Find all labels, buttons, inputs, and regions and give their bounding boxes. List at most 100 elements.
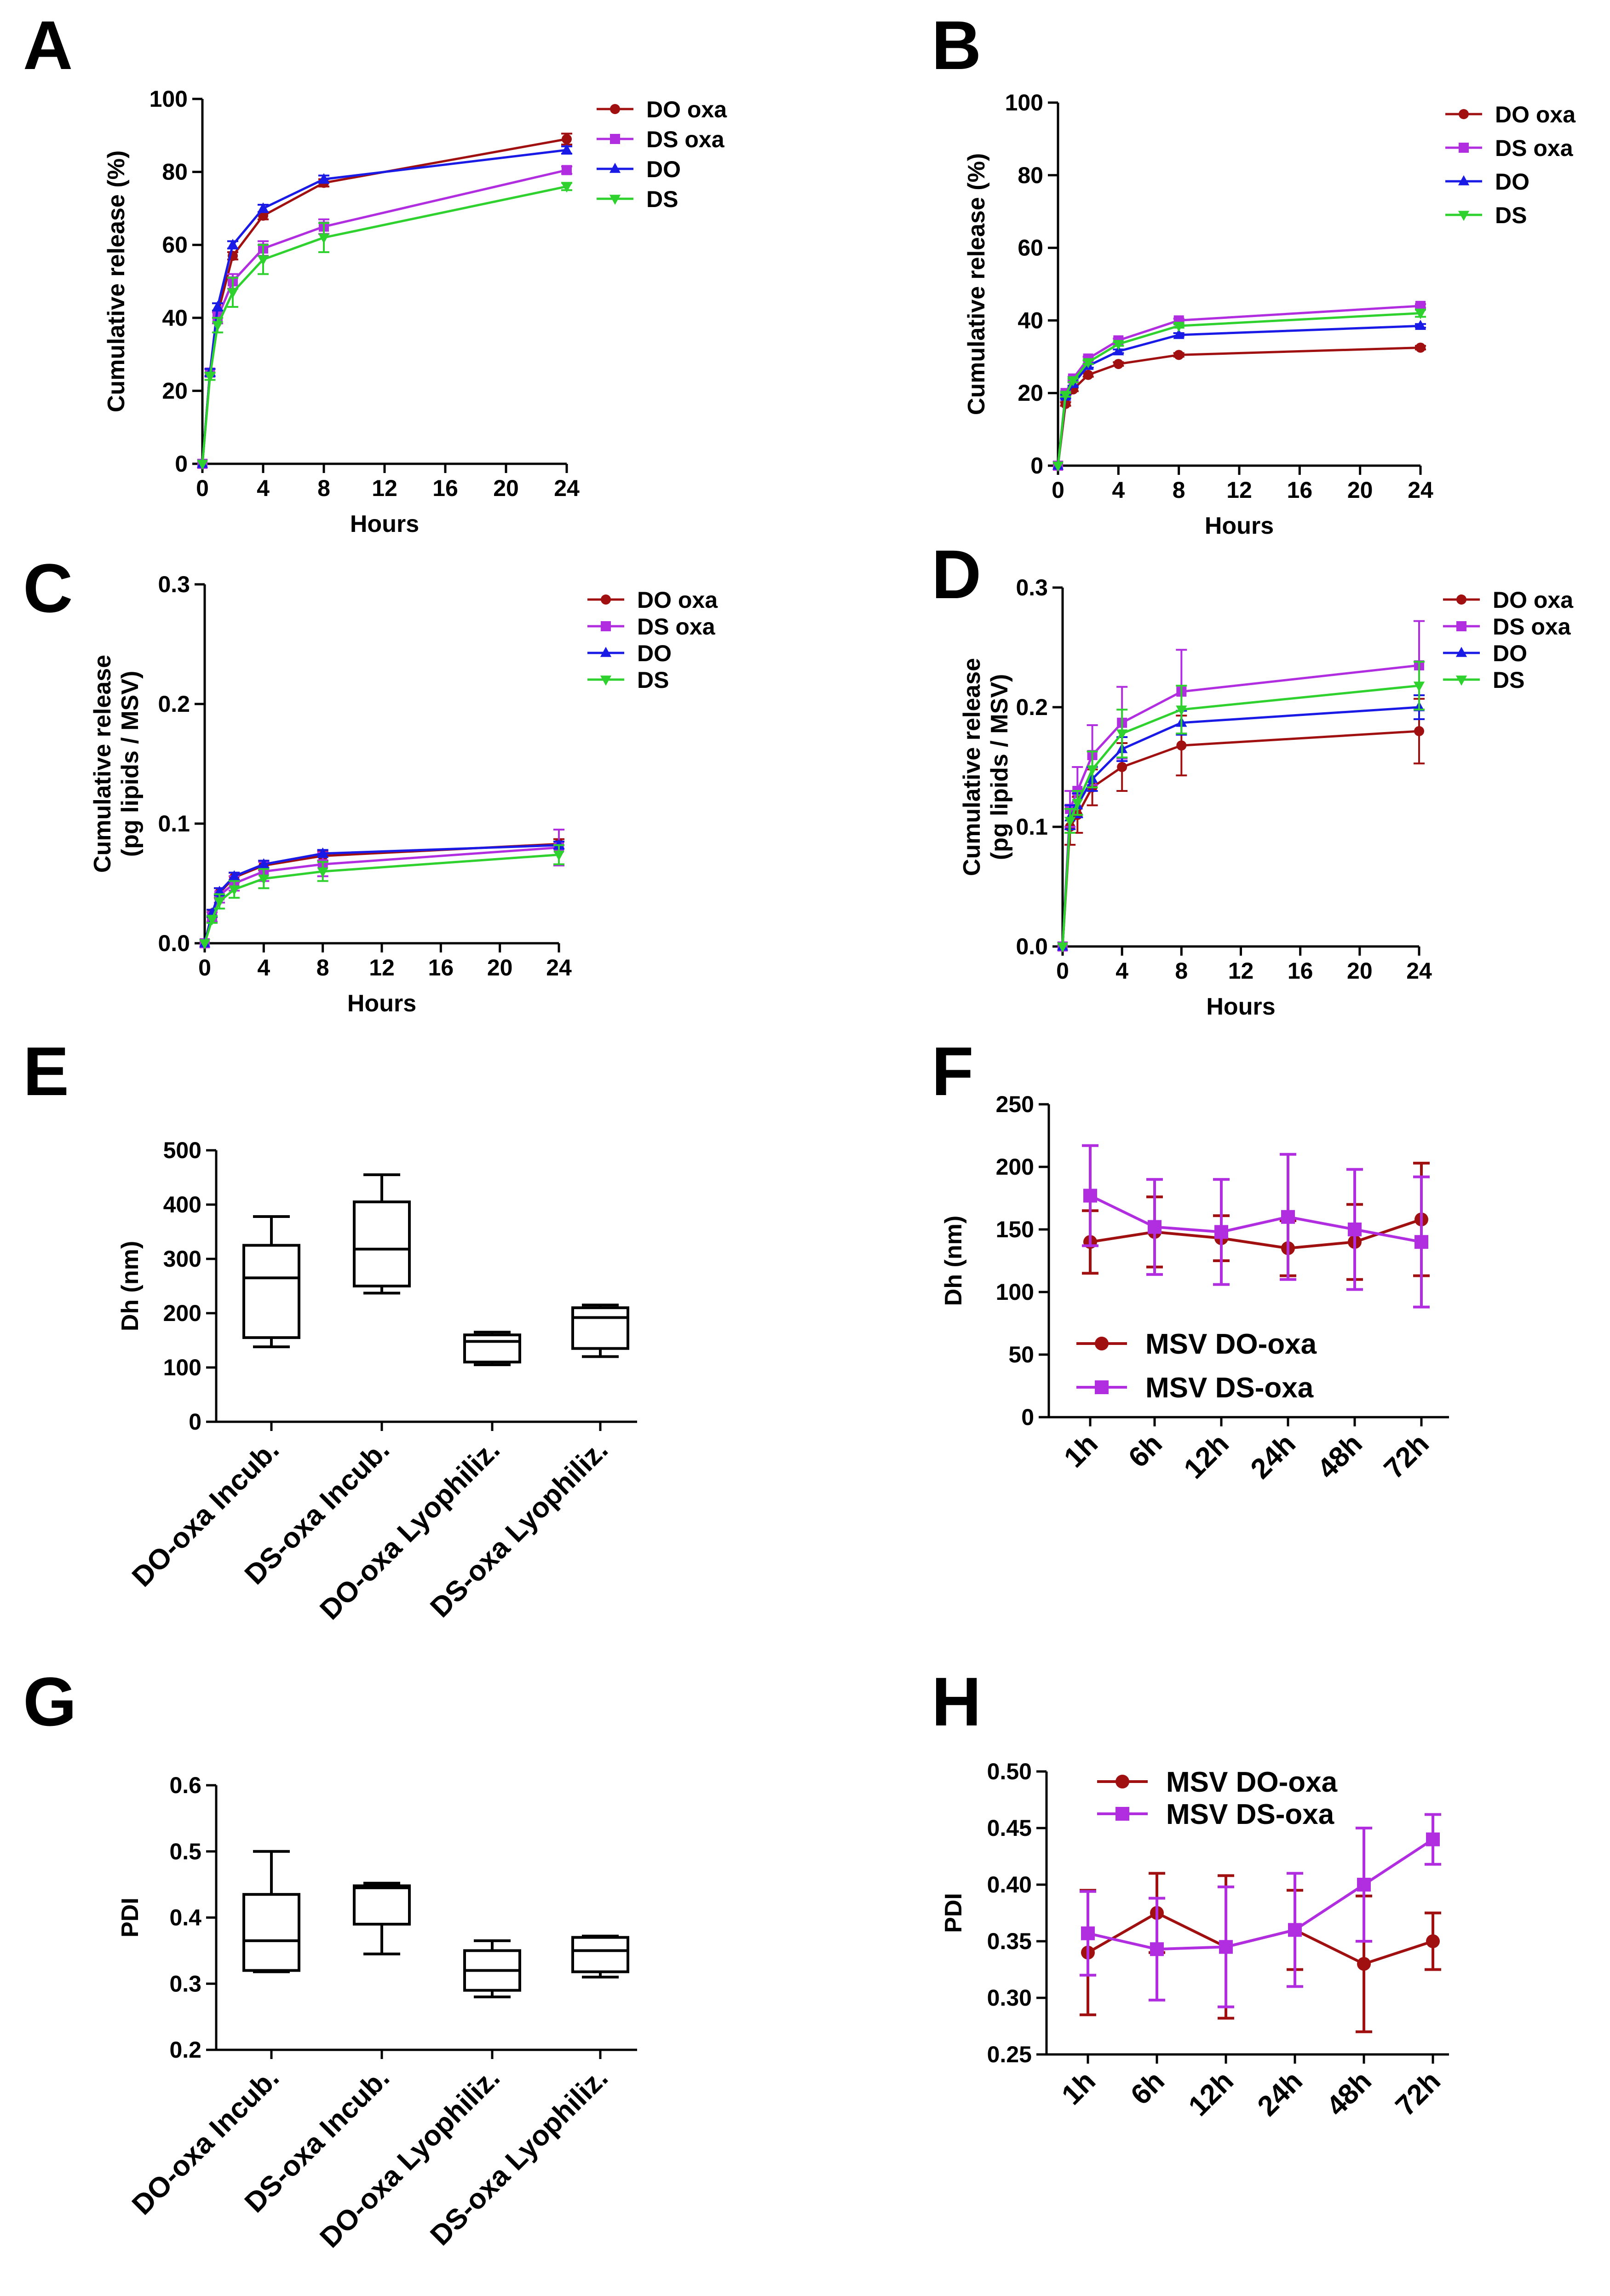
data-point xyxy=(212,300,224,311)
legend-item: DO oxa xyxy=(597,97,727,122)
legend-label: DS oxa xyxy=(1495,135,1574,161)
x-tick-label: 24h xyxy=(1245,1428,1302,1485)
data-point xyxy=(1116,729,1128,740)
data-point xyxy=(213,897,225,908)
data-point xyxy=(1414,726,1424,736)
data-point xyxy=(1219,1940,1233,1954)
x-tick-label: 12h xyxy=(1183,2065,1240,2122)
data-point xyxy=(1426,1832,1440,1846)
y-tick-label: 0.5 xyxy=(169,1839,201,1864)
data-point xyxy=(1083,369,1093,380)
x-tick-label: 48h xyxy=(1321,2065,1378,2122)
legend-label: DS oxa xyxy=(1493,614,1571,640)
x-tick-label: 24 xyxy=(546,955,572,981)
panel-letter: H xyxy=(932,1663,981,1740)
x-tick-label: 12 xyxy=(369,955,395,981)
x-tick-label: 0 xyxy=(198,955,211,981)
y-tick-label: 200 xyxy=(996,1154,1034,1180)
x-tick-label: DS-oxa Lyophiliz. xyxy=(424,2062,614,2252)
y-axis-label: Dh (nm) xyxy=(117,1241,144,1331)
data-point xyxy=(318,233,330,244)
x-tick-label: 8 xyxy=(317,475,330,501)
y-axis-label: (pg lipids / MSV) xyxy=(117,671,144,857)
legend-item: DO xyxy=(597,156,681,182)
legend-marker xyxy=(1095,1337,1109,1350)
series-line xyxy=(1057,305,1421,466)
y-tick-label: 50 xyxy=(1008,1342,1034,1367)
data-point xyxy=(1067,376,1079,387)
y-tick-label: 20 xyxy=(1018,380,1043,406)
data-point xyxy=(1415,300,1426,311)
y-tick-label: 0.6 xyxy=(169,1772,201,1798)
series-line xyxy=(203,846,559,944)
legend-label: MSV DO-oxa xyxy=(1145,1328,1317,1360)
series-do xyxy=(1052,320,1426,470)
data-point xyxy=(1426,1934,1440,1948)
x-tick-label: 1h xyxy=(1058,1428,1104,1474)
legend-label: DS oxa xyxy=(646,127,725,152)
y-axis-label: Cumulative release (%) xyxy=(963,153,990,415)
y-tick-label: 0.30 xyxy=(987,1985,1032,2011)
data-point xyxy=(1052,462,1064,472)
legend-label: DS xyxy=(1493,667,1524,693)
series-ds-oxa xyxy=(197,165,572,469)
legend-label: DO oxa xyxy=(646,97,727,122)
legend-label: DO xyxy=(1493,640,1527,666)
x-tick-label: DO-oxa Lyophiliz. xyxy=(314,2062,506,2254)
x-tick-label: 4 xyxy=(1112,477,1125,503)
legend-marker xyxy=(601,621,611,631)
legend-label: DO oxa xyxy=(637,587,718,613)
x-tick-label: 0 xyxy=(1052,477,1064,503)
series-do-oxa xyxy=(1053,342,1426,471)
series-ds xyxy=(199,844,565,950)
legend-marker xyxy=(601,594,611,605)
y-tick-label: 0 xyxy=(189,1409,201,1435)
legend-item: DS oxa xyxy=(1445,135,1574,161)
series-ds xyxy=(1057,661,1425,953)
series-do-oxa xyxy=(1058,698,1425,952)
legend-marker xyxy=(1456,594,1466,605)
y-tick-label: 0.40 xyxy=(987,1872,1032,1898)
data-point xyxy=(206,915,218,926)
legend-item: DO xyxy=(1445,169,1530,195)
y-tick-label: 150 xyxy=(996,1217,1034,1242)
data-point xyxy=(229,870,240,881)
data-point xyxy=(1176,705,1187,716)
y-tick-label: 0.1 xyxy=(158,811,190,836)
data-point xyxy=(1176,740,1187,751)
panel-c: C 0 4 8 12 16 20 24 0.0 0.1 0.2 0.3 Hours Cumulative … xyxy=(23,549,718,1017)
x-tick-label: 16 xyxy=(432,475,458,501)
data-point xyxy=(1064,817,1076,827)
data-point xyxy=(1083,1188,1097,1203)
panel-letter: G xyxy=(23,1663,77,1740)
panel-f: F 0 50 100 150 200 250 Dh (nm) 1h 6h 12h 24h 48h 72h M… xyxy=(932,1033,1449,1485)
x-tick-label: 1h xyxy=(1056,2065,1102,2111)
data-point xyxy=(1060,391,1071,401)
panel-b: B 0 4 8 12 16 20 24 0 20 40 60 80 100 Hours Cumulative … xyxy=(932,6,1576,539)
data-point xyxy=(1117,762,1127,772)
x-tick-label: 4 xyxy=(257,955,270,981)
data-point xyxy=(561,144,573,154)
y-tick-label: 60 xyxy=(162,232,188,258)
legend-item: DS oxa xyxy=(1443,614,1571,640)
legend-marker xyxy=(609,195,621,205)
y-tick-label: 250 xyxy=(996,1091,1034,1117)
y-tick-label: 100 xyxy=(150,86,188,112)
legend-label: DS xyxy=(1495,202,1527,228)
y-tick-label: 100 xyxy=(996,1279,1034,1305)
data-point xyxy=(1357,1957,1371,1971)
legend-item: MSV DS-oxa xyxy=(1076,1372,1314,1404)
data-point xyxy=(1414,320,1426,330)
legend-label: DO oxa xyxy=(1493,587,1574,613)
legend-item: DO oxa xyxy=(587,587,718,613)
box xyxy=(353,1881,411,1956)
data-point xyxy=(1150,1942,1164,1956)
y-tick-label: 0.50 xyxy=(987,1759,1032,1784)
series-line xyxy=(1061,730,1420,947)
data-point xyxy=(1087,765,1098,776)
data-point xyxy=(1414,1235,1428,1249)
box-body xyxy=(463,1333,521,1364)
box-body xyxy=(571,1306,629,1350)
y-tick-label: 0 xyxy=(1030,453,1043,479)
